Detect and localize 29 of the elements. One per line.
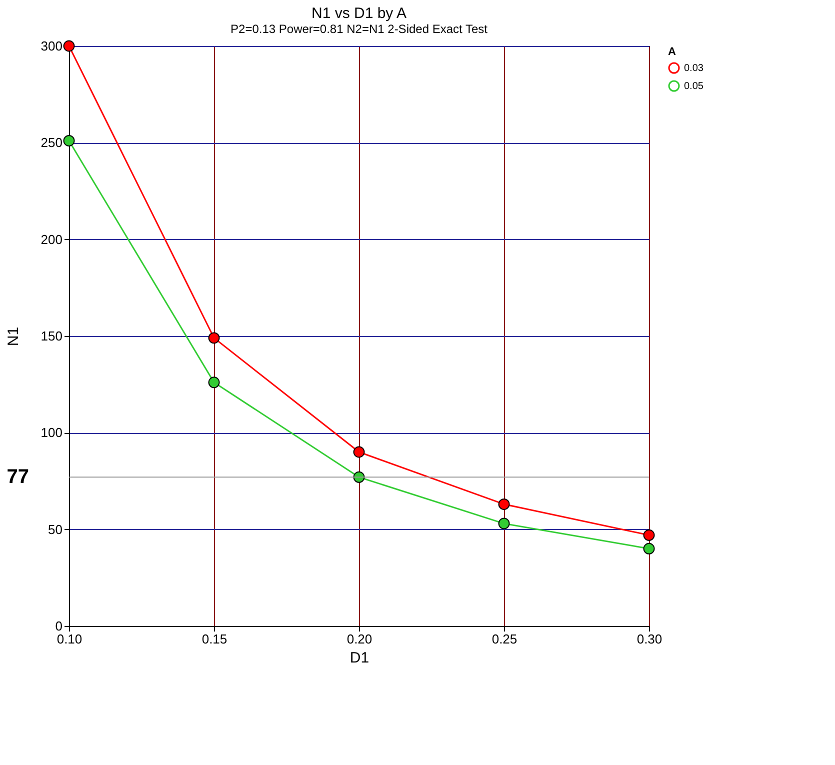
point: [498, 498, 510, 510]
chart-subtitle: P2=0.13 Power=0.81 N2=N1 2-Sided Exact Test: [230, 22, 488, 36]
y-tick-label: 50: [48, 522, 62, 537]
x-tick-label: 0.30: [636, 632, 662, 646]
y-tick-label: 100: [40, 425, 62, 440]
legend-title: A: [668, 46, 676, 58]
point: [63, 135, 75, 146]
ref-line-label: 77: [6, 466, 29, 488]
y-tick-label: 200: [40, 232, 62, 247]
point: [208, 376, 220, 388]
y-tick-label: 0: [55, 618, 62, 634]
legend-label: 0.03: [684, 63, 704, 74]
x-tick-label: 0.20: [346, 632, 372, 646]
point: [498, 518, 510, 530]
point: [643, 542, 655, 554]
chart-title: N1 vs D1 by A: [311, 4, 407, 22]
y-axis-title: N1: [4, 326, 22, 346]
x-tick-label: 0.25: [492, 632, 518, 646]
y-tick-label: 300: [40, 38, 62, 54]
point: [208, 332, 220, 344]
point: [63, 40, 75, 52]
y-tick-label: 250: [40, 135, 62, 150]
x-axis-title: D1: [350, 650, 370, 666]
legend-label: 0.05: [684, 81, 704, 92]
point: [353, 446, 365, 458]
y-tick-label: 150: [40, 328, 62, 344]
x-tick-label: 0.15: [202, 632, 228, 646]
x-tick-label: 0.10: [56, 632, 82, 646]
point: [643, 529, 655, 541]
